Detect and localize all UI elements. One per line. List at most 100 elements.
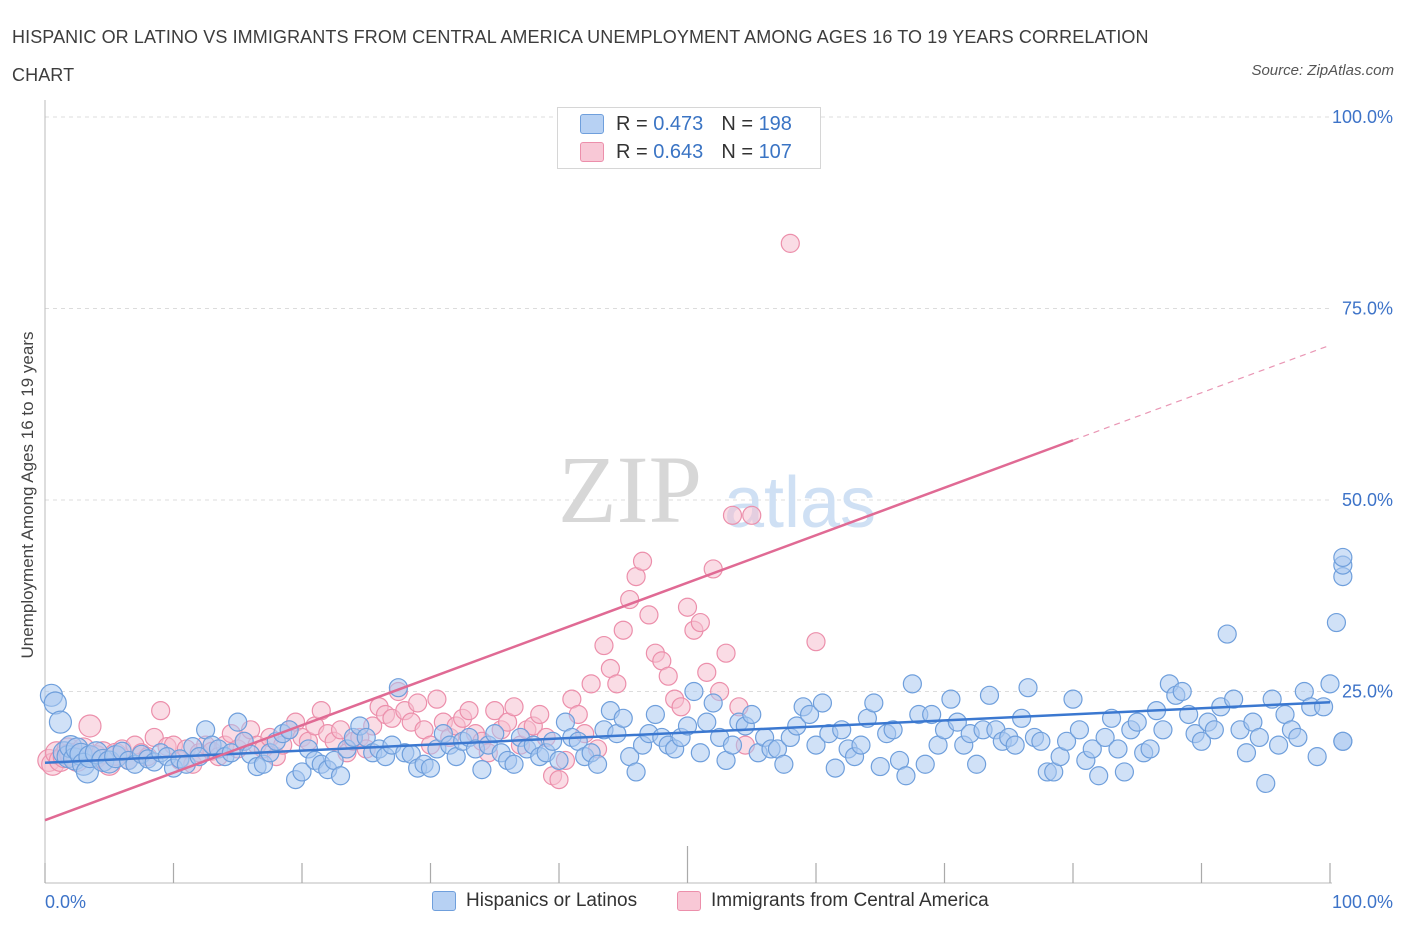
data-point-hispanics [1204,720,1224,740]
legend-item-immigrants: Immigrants from Central America [677,890,989,912]
data-point-hispanics [941,689,961,709]
data-point-hispanics [1011,708,1032,728]
r-value: 0.643 [653,140,704,163]
correlation-legend: R = 0.473 N = 198 R = 0.643 N = 107 [557,107,821,169]
data-point-hispanics [825,758,845,778]
data-point-hispanics [922,704,942,725]
data-point-immigrants [607,674,627,694]
y-tick-label: 25.0% [1342,682,1393,702]
legend-label: Hispanics or Latinos [466,890,638,911]
data-point-hispanics [1333,547,1353,568]
data-point-hispanics [1140,739,1160,759]
chart-title: HISPANIC OR LATINO VS IMMIGRANTS FROM CE… [12,27,1149,85]
data-point-immigrants [408,693,428,713]
data-point-hispanics [832,720,852,740]
data-point-immigrants [613,620,633,640]
legend-swatch-blue [580,114,604,134]
data-point-hispanics [645,704,665,725]
legend-item-hispanics: Hispanics or Latinos [432,890,637,912]
data-point-immigrants [639,605,659,625]
data-point-immigrants [677,597,698,617]
series-legend: Hispanics or Latinos Immigrants from Cen… [0,888,1406,916]
data-point-immigrants [594,635,614,656]
points-hispanics-latinos [39,547,1353,794]
data-point-hispanics [690,743,710,763]
trend-line-immigrants [44,439,1074,822]
data-point-hispanics [420,758,441,778]
n-value: 198 [758,112,792,135]
data-point-hispanics [1005,735,1025,755]
data-point-hispanics [812,693,833,713]
data-point-hispanics [896,766,916,786]
data-point-immigrants [581,674,601,694]
data-point-hispanics [1089,766,1109,786]
data-point-hispanics [626,762,646,782]
data-point-hispanics [48,710,73,734]
data-point-hispanics [947,712,967,732]
data-point-hispanics [799,704,820,725]
data-point-hispanics [1313,697,1334,717]
y-tick-label: 75.0% [1342,299,1393,319]
data-point-immigrants [549,769,569,790]
data-point-hispanics [1082,739,1102,759]
data-point-hispanics [1114,762,1135,782]
data-point-hispanics [677,716,698,736]
data-point-hispanics [1268,735,1289,755]
data-point-hispanics [1288,727,1308,748]
data-point-hispanics [613,708,633,728]
data-point-hispanics [485,724,505,744]
data-point-hispanics [228,712,248,732]
data-point-immigrants [671,697,691,717]
legend-swatch-pink [677,891,701,911]
data-point-immigrants [151,701,171,721]
data-point-immigrants [742,505,762,525]
data-point-hispanics [864,693,884,713]
y-axis-label: Unemployment Among Ages 16 to 19 years [18,332,37,659]
data-point-hispanics [1191,731,1212,751]
data-point-immigrants [427,689,447,709]
watermark: ZIP atlas [558,436,876,543]
data-point-hispanics [472,760,492,780]
data-point-hispanics [1127,712,1147,732]
data-point-hispanics [806,735,826,755]
data-point-immigrants [658,666,678,686]
data-point-hispanics [549,750,569,771]
n-value: 107 [758,140,792,163]
trend-lines [44,344,1331,822]
data-point-hispanics [292,762,312,782]
data-point-hispanics [722,735,743,755]
data-point-hispanics [1056,731,1077,751]
data-point-hispanics [1153,720,1173,740]
data-point-hispanics [43,691,67,715]
legend-label: Immigrants from Central America [711,890,989,911]
data-point-immigrants [459,701,479,721]
data-point-immigrants [806,632,826,652]
data-point-immigrants [716,643,736,663]
data-point-immigrants [485,701,505,721]
legend-row-hispanics: R = 0.473 N = 198 [580,111,792,137]
data-point-hispanics [703,693,723,713]
data-point-hispanics [1224,689,1244,709]
y-tick-label: 100.0% [1332,107,1393,127]
watermark-atlas: atlas [724,463,876,543]
legend-swatch-blue [432,891,456,911]
data-point-hispanics [1018,678,1038,698]
data-point-immigrants [690,612,710,633]
data-point-hispanics [1249,727,1269,748]
data-point-immigrants [780,233,800,253]
source-label: Source: ZipAtlas.com [1251,62,1394,79]
data-point-hispanics [1172,681,1192,702]
data-point-hispanics [1217,624,1237,644]
data-point-hispanics [587,754,608,774]
data-point-hispanics [774,754,794,774]
legend-swatch-pink [580,142,604,162]
data-point-hispanics [1095,727,1115,748]
data-point-hispanics [1320,674,1340,694]
data-point-hispanics [1108,739,1128,759]
data-point-immigrants [632,551,653,571]
watermark-zip: ZIP [558,436,702,543]
data-point-hispanics [1307,747,1327,767]
data-point-immigrants [722,505,743,525]
trend-line-hispanics [44,700,1331,764]
data-point-immigrants [697,662,717,682]
